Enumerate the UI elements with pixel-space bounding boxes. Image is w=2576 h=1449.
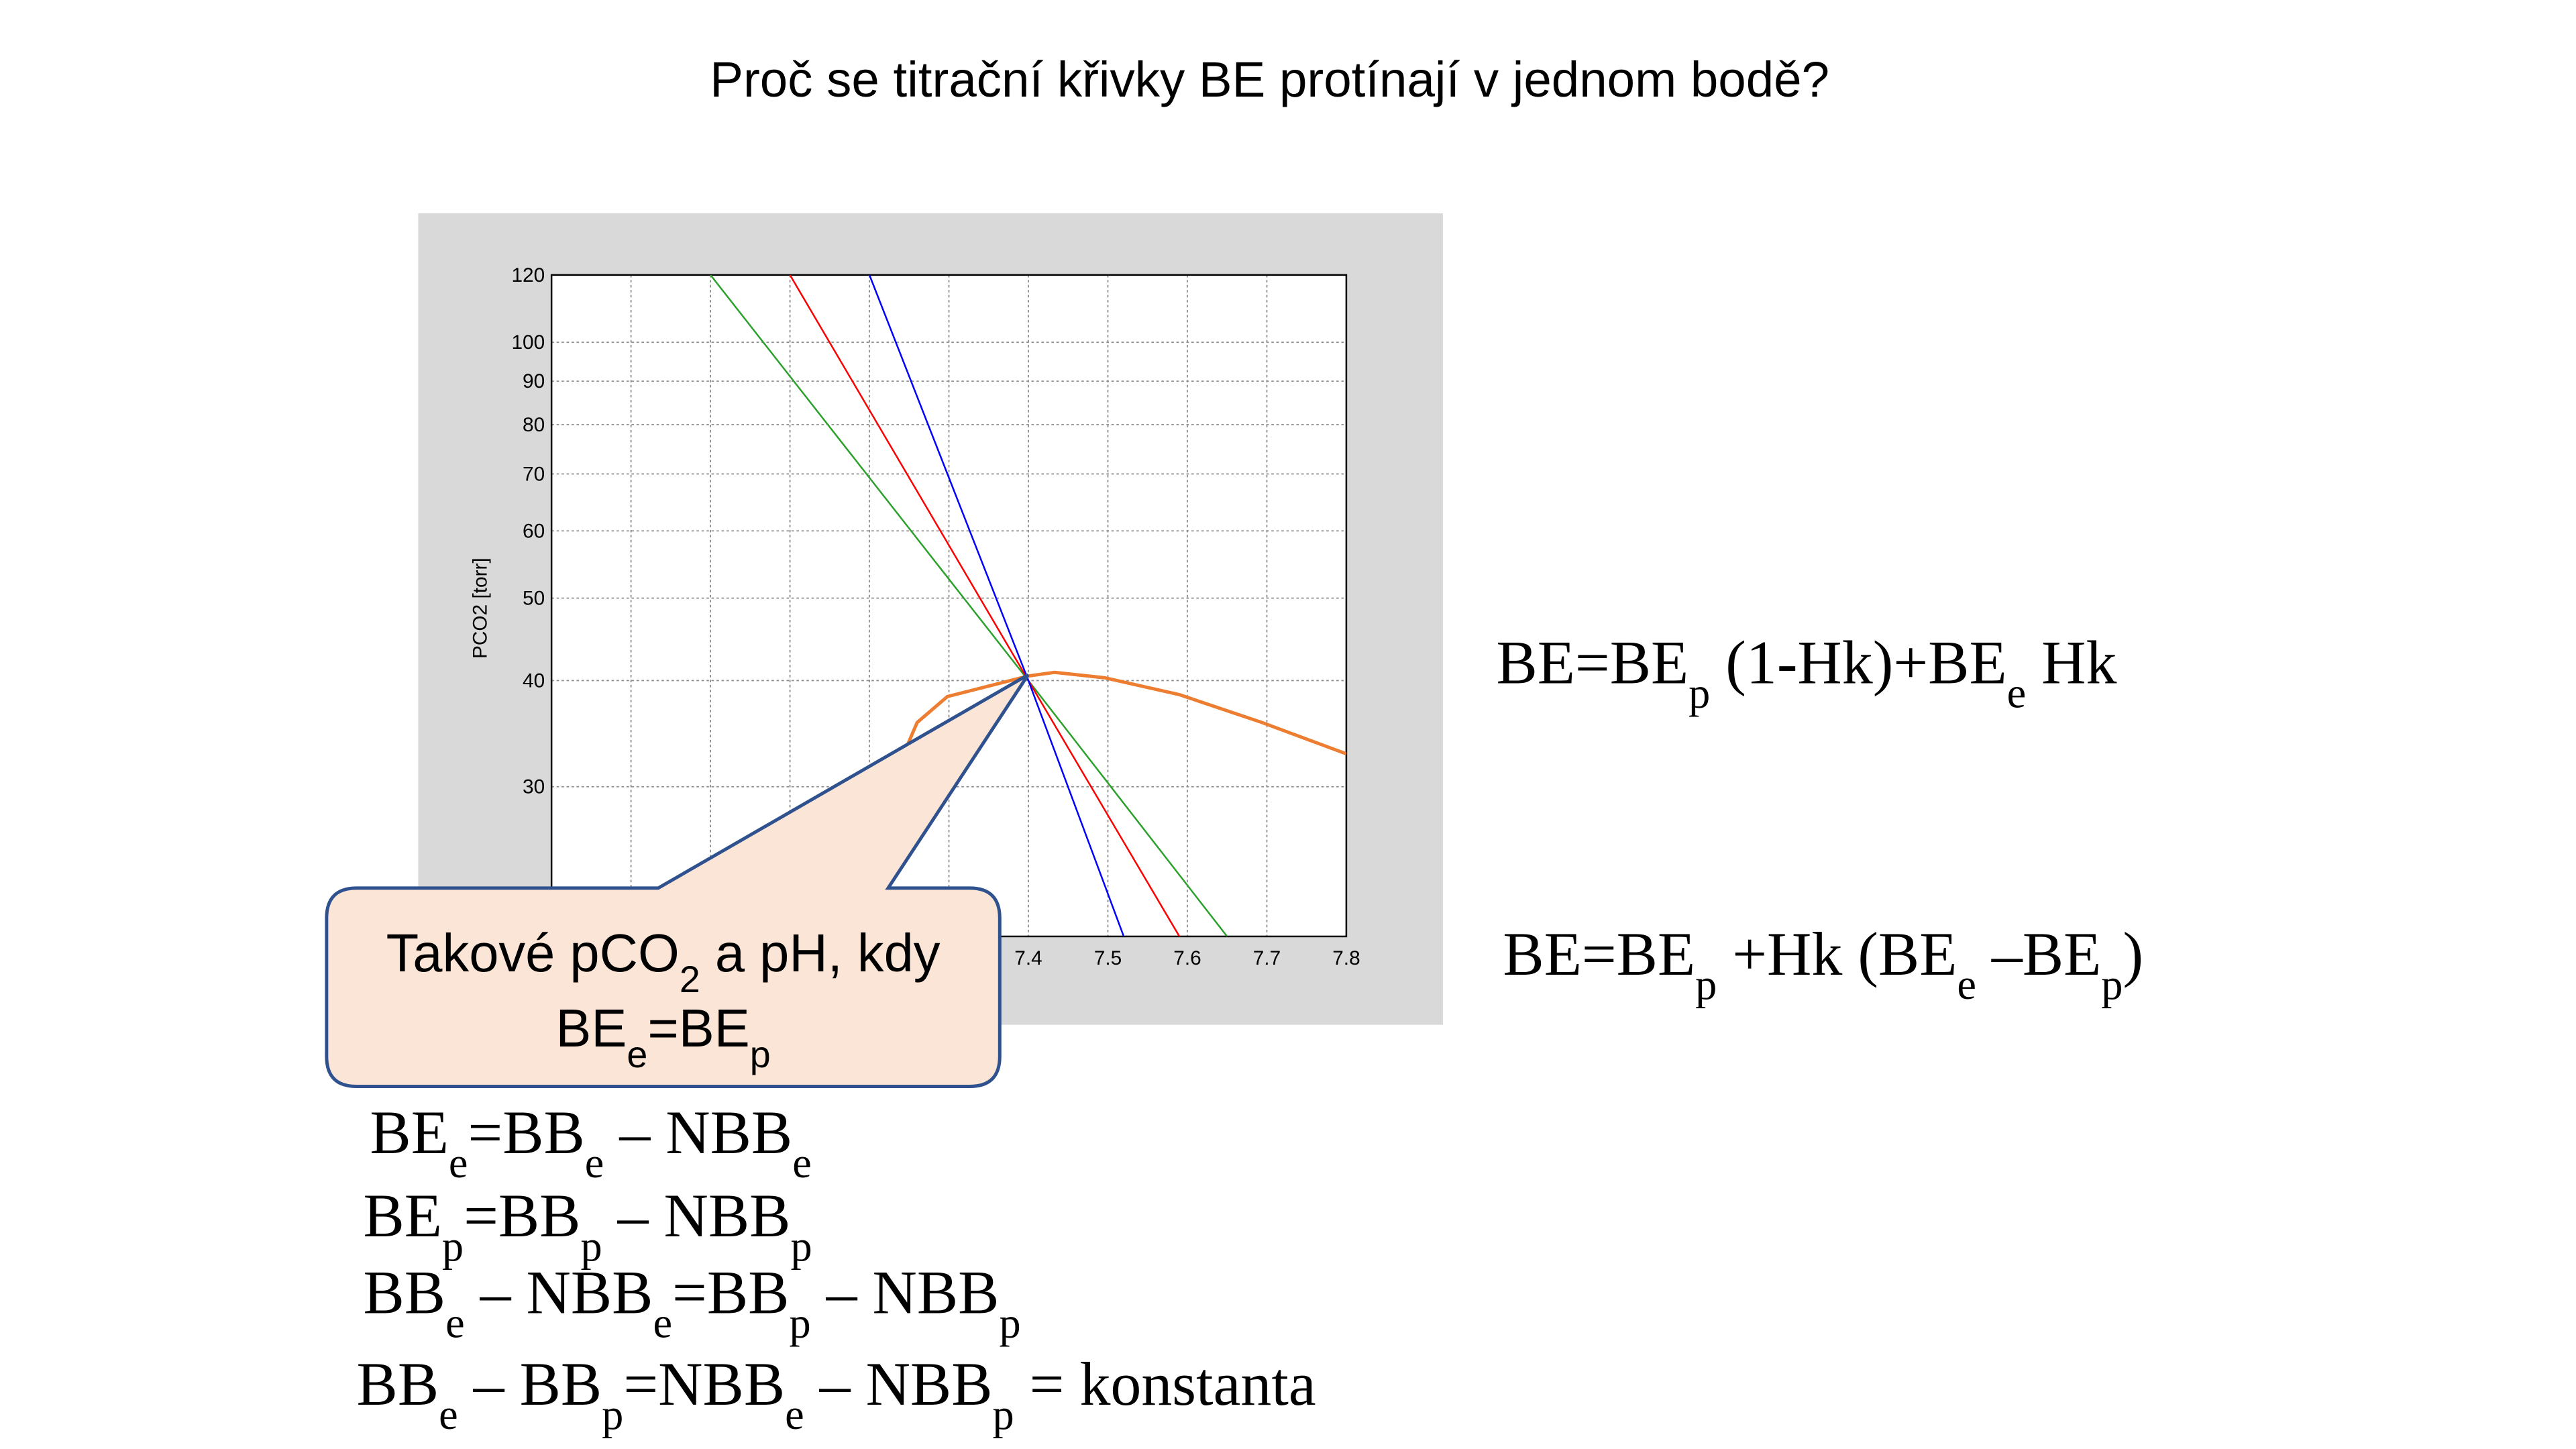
subscript: e <box>785 1390 804 1438</box>
x-tick-label: 7.6 <box>1173 947 1201 969</box>
subscript: p <box>442 1222 464 1270</box>
text-run: Takové pCO <box>386 923 680 983</box>
subscript: e <box>439 1390 458 1438</box>
y-tick-label: 90 <box>523 370 545 392</box>
subscript: e <box>1957 961 1976 1008</box>
x-tick-label: 7.5 <box>1094 947 1122 969</box>
formula: BEp=BBp – NBBp <box>363 1181 812 1270</box>
text-run: – NBB <box>604 1098 792 1167</box>
y-tick-label: 100 <box>511 331 545 354</box>
subscript: e <box>627 1034 647 1075</box>
subscript: e <box>585 1138 604 1186</box>
text-run: BE <box>363 1181 441 1250</box>
formula: BEe=BBe – NBBe <box>370 1098 811 1186</box>
subscript: e <box>2007 669 2027 716</box>
text-run: ) <box>2123 920 2143 988</box>
y-tick-label: 30 <box>523 776 545 798</box>
text-run: BE=BE <box>1496 628 1688 696</box>
series-line <box>896 670 1346 769</box>
text-run: = konstanta <box>1014 1350 1316 1418</box>
y-tick-label: 70 <box>523 463 545 485</box>
series-line <box>868 274 1125 936</box>
callout-bubble <box>325 673 1030 1088</box>
y-tick-label: 80 <box>523 414 545 436</box>
text-run: =BB <box>672 1258 789 1326</box>
text-run: BE=BE <box>1503 920 1695 988</box>
text-run: BB <box>357 1350 439 1418</box>
y-tick-label: 60 <box>523 520 545 542</box>
formula: BE=BEp (1-Hk)+BEe Hk <box>1496 628 2116 716</box>
subscript: e <box>449 1138 468 1186</box>
text-run: +Hk (BE <box>1717 920 1957 988</box>
subscript: e <box>792 1138 812 1186</box>
text-run: =BB <box>464 1181 580 1250</box>
text-run: BE <box>555 998 627 1058</box>
subscript: p <box>999 1299 1020 1346</box>
slide-title: Proč se titrační křivky BE protínají v j… <box>710 52 1829 107</box>
formula: BBe – NBBe=BBp – NBBp <box>363 1258 1020 1346</box>
y-tick-label: 120 <box>511 264 545 286</box>
text-run: – NBB <box>811 1258 1000 1326</box>
text-run: –BE <box>1976 920 2101 988</box>
text-run: =BB <box>468 1098 584 1167</box>
text-run: a pH, kdy <box>700 923 941 983</box>
text-run: BB <box>363 1258 445 1326</box>
subscript: p <box>602 1390 623 1438</box>
text-run: Hk <box>2026 628 2116 696</box>
text-run: =NBB <box>623 1350 785 1418</box>
x-tick-label: 7.7 <box>1253 947 1281 969</box>
text-run: (1-Hk)+BE <box>1710 628 2006 696</box>
subscript: e <box>445 1299 465 1346</box>
subscript: e <box>653 1299 672 1346</box>
callout-text: BEe=BEp <box>555 998 770 1075</box>
subscript: p <box>580 1222 602 1270</box>
subscript: p <box>789 1299 810 1346</box>
x-tick-label: 7.8 <box>1332 947 1360 969</box>
y-tick-label: 50 <box>523 588 545 610</box>
formula: BBe – BBp=NBBe – NBBp = konstanta <box>357 1350 1316 1438</box>
callout-text: Takové pCO2 a pH, kdy <box>386 923 941 1000</box>
subscript: p <box>790 1222 812 1270</box>
y-axis-label: PCO2 [torr] <box>469 557 491 659</box>
subscript: p <box>2101 961 2123 1008</box>
formula: BE=BEp +Hk (BEe –BEp) <box>1503 920 2143 1008</box>
text-run: – BB <box>458 1350 602 1418</box>
subscript: p <box>993 1390 1014 1438</box>
subscript: p <box>1688 669 1710 716</box>
subscript: p <box>1695 961 1717 1008</box>
x-tick-label: 7.4 <box>1014 947 1042 969</box>
text-run: BE <box>370 1098 448 1167</box>
subscript: 2 <box>680 959 700 1000</box>
subscript: p <box>750 1034 771 1075</box>
text-run: – NBB <box>465 1258 653 1326</box>
text-run: – NBB <box>804 1350 993 1418</box>
text-run: – NBB <box>602 1181 791 1250</box>
y-tick-label: 40 <box>523 669 545 692</box>
text-run: =BE <box>647 998 749 1058</box>
